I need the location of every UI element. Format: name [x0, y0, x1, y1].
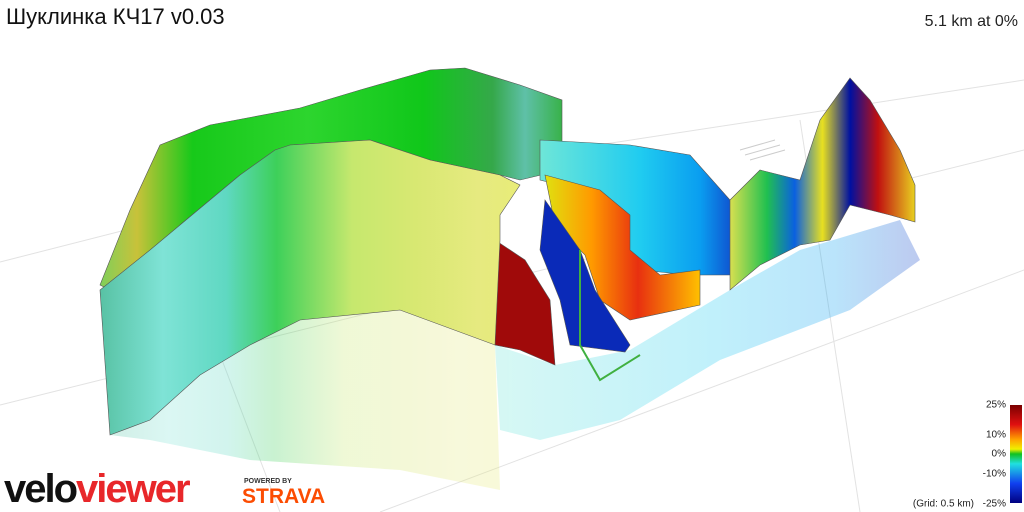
- compass: [739, 139, 786, 161]
- right-wall: [729, 77, 916, 291]
- logo: veloviewer: [4, 467, 190, 511]
- logo-velo: velo: [4, 467, 77, 511]
- scale-label: 10%: [986, 430, 1006, 441]
- route-status: 5.1 km at 0%: [925, 13, 1018, 30]
- strava-logo: STRAVA: [242, 485, 325, 508]
- reflection: [110, 220, 920, 490]
- scale-label: -10%: [983, 469, 1006, 480]
- scale-label: -25%: [983, 499, 1006, 510]
- color-scale: [1010, 405, 1022, 503]
- blue-wall: [539, 199, 631, 353]
- logo-viewer: viewer: [76, 467, 190, 511]
- front-wall: [99, 139, 521, 436]
- powered-by: POWERED BY: [244, 478, 292, 485]
- grid-note: (Grid: 0.5 km): [913, 499, 974, 510]
- scale-label: 0%: [992, 449, 1007, 460]
- route-title: Шуклинка КЧ17 v0.03: [6, 4, 225, 29]
- route-line: [579, 250, 641, 382]
- scale-label: 25%: [986, 400, 1006, 411]
